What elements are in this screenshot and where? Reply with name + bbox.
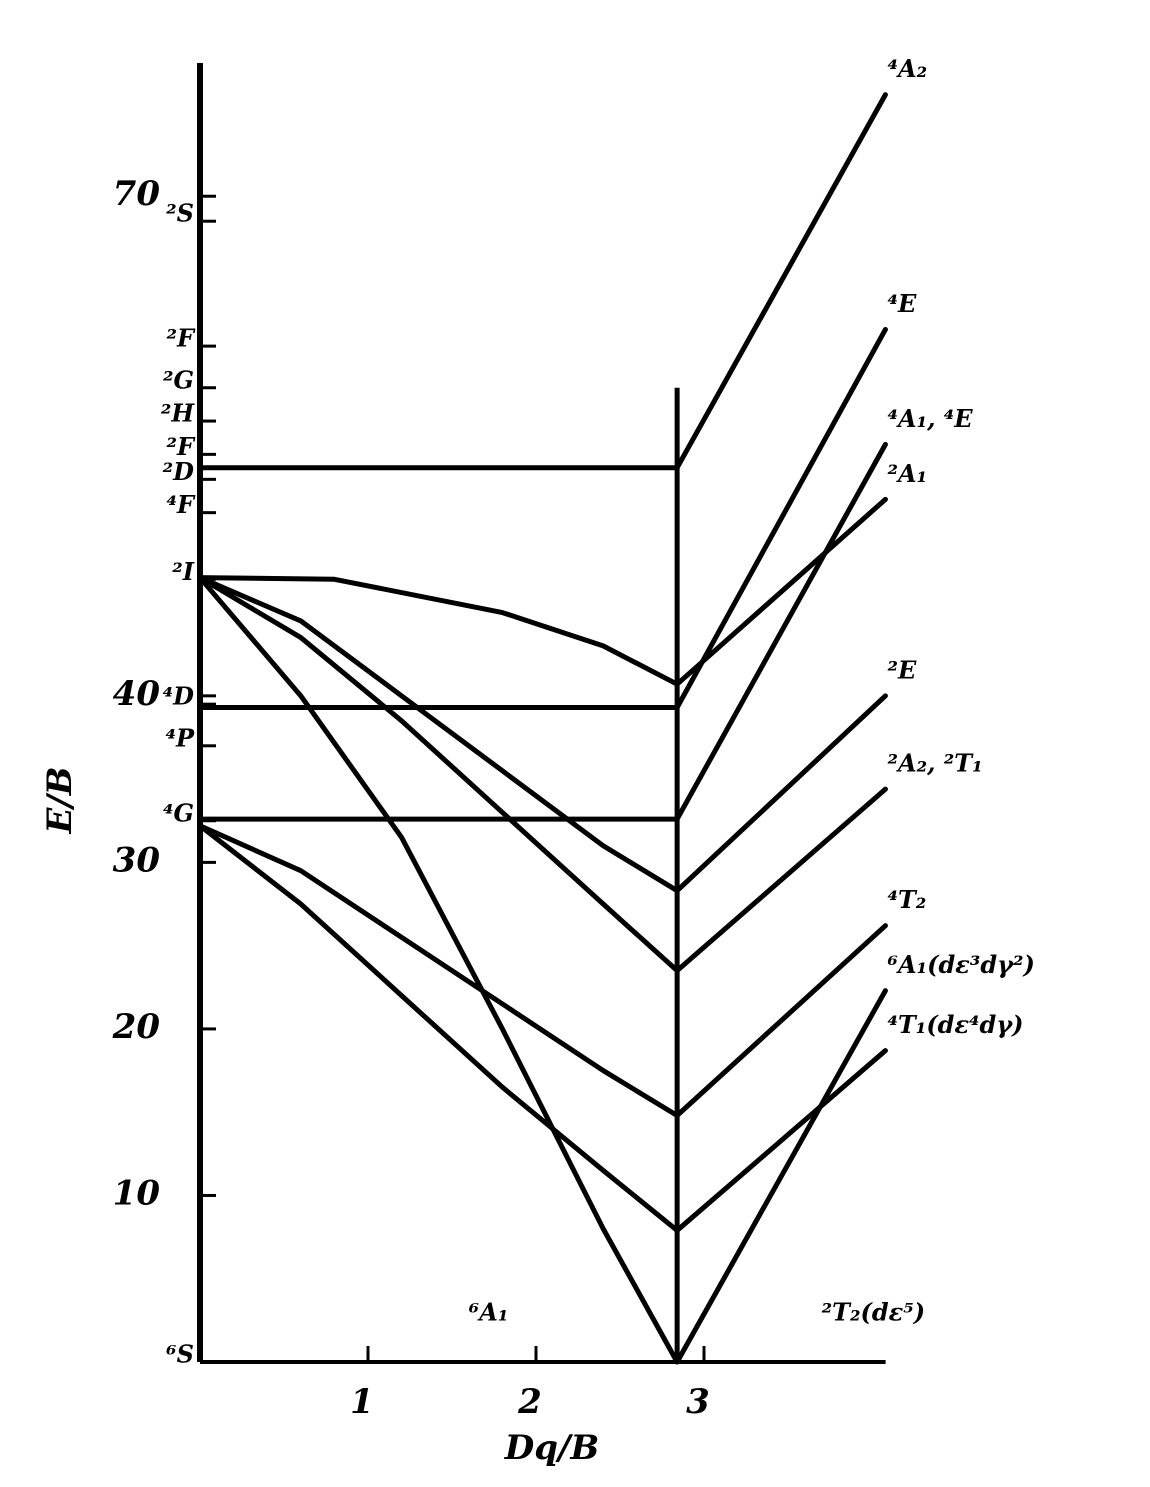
series-label: ⁴A₁, ⁴E — [887, 404, 973, 433]
y-tick-label: 30 — [113, 840, 161, 880]
series-label: ⁴E — [887, 289, 917, 318]
series-label: ²E — [887, 655, 917, 684]
y-tick-label: 10 — [113, 1173, 161, 1213]
x-tick-label: 2 — [517, 1382, 542, 1422]
y-term-label: ²I — [172, 557, 195, 586]
x-tick-label: 1 — [350, 1382, 374, 1422]
series-line — [674, 988, 888, 1365]
y-term-label: ²H — [161, 399, 196, 428]
x-tick-label: 3 — [686, 1382, 710, 1422]
series-label: ⁴T₂ — [887, 885, 926, 914]
series-label: ⁶A₁(dε³dγ²) — [887, 950, 1034, 979]
annotation: ⁶A₁ — [469, 1298, 509, 1327]
y-term-label: ²F — [166, 324, 196, 353]
y-term-label: ⁴P — [165, 723, 195, 752]
series-line — [197, 496, 888, 687]
x-axis-label: Dq/B — [504, 1428, 599, 1468]
series-line — [197, 92, 888, 471]
series-label: ²A₁ — [887, 459, 927, 488]
y-term-label: ²D — [163, 457, 195, 486]
y-term-label: ²S — [166, 199, 194, 228]
y-term-label: ²G — [163, 365, 194, 394]
y-tick-label: 40 — [113, 674, 161, 714]
y-term-label: ⁶S — [166, 1340, 194, 1369]
series-line — [197, 326, 888, 711]
series-line — [197, 575, 680, 1365]
y-term-label: ⁴D — [163, 682, 195, 711]
y-tick-label: 70 — [113, 174, 161, 214]
series-label: ⁴A₂ — [887, 54, 927, 83]
y-axis-label: E/B — [40, 766, 80, 834]
y-term-label: ²F — [166, 432, 196, 461]
series-line — [197, 823, 888, 1119]
series-line — [197, 575, 888, 894]
annotation: ²T₂(dε⁵) — [822, 1298, 925, 1327]
series-line — [197, 441, 888, 822]
y-tick-label: 20 — [112, 1007, 161, 1047]
y-term-label: ⁴F — [166, 490, 196, 519]
series-label: ⁴T₁(dε⁴dγ) — [887, 1010, 1023, 1039]
series-line — [197, 823, 888, 1233]
y-term-label: ⁴G — [163, 798, 194, 827]
series-label: ²A₂, ²T₁ — [887, 749, 982, 778]
series-line — [197, 575, 888, 974]
